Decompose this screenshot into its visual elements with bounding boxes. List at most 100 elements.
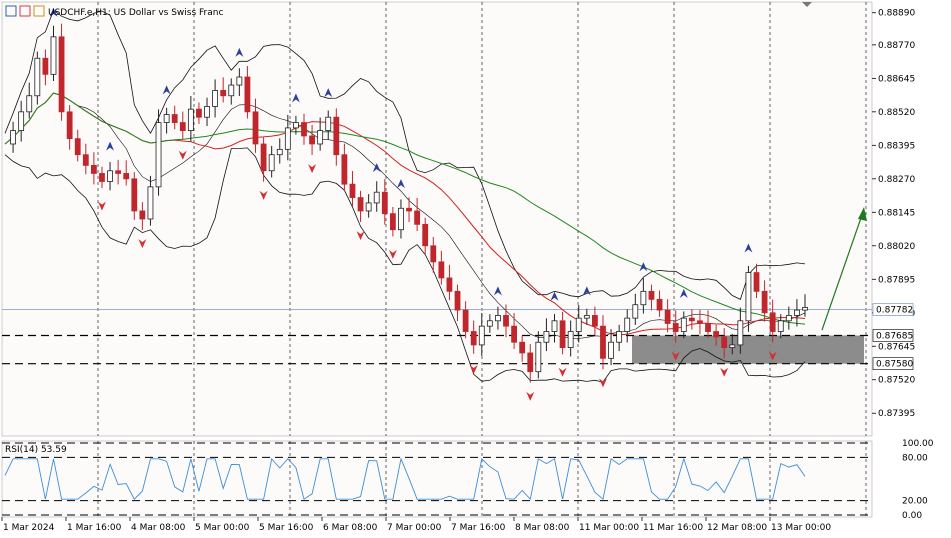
candle-body xyxy=(745,272,752,322)
candle-body xyxy=(632,304,639,319)
price-tick-label: 0.87895 xyxy=(878,275,915,285)
fractal-down-icon xyxy=(526,391,535,401)
candle-body xyxy=(260,143,267,172)
candle-body xyxy=(454,290,461,311)
rsi-line xyxy=(2,442,872,516)
time-tick-label: 1 Mar 2024 xyxy=(3,523,55,533)
rsi-title: RSI(14) 53.59 xyxy=(5,445,67,455)
candle-body xyxy=(575,317,582,332)
scroll-marker-icon[interactable] xyxy=(802,2,812,7)
candle-body xyxy=(42,57,49,75)
bollinger-upper xyxy=(4,9,806,300)
candle-body xyxy=(99,173,105,182)
candle-body xyxy=(616,331,623,343)
fractal-down-icon xyxy=(259,190,268,200)
candle-body xyxy=(341,154,348,185)
price-tick-label: 0.88145 xyxy=(878,208,915,218)
candle-body xyxy=(34,57,41,97)
rsi-tick-label: 100.00 xyxy=(902,439,934,449)
candle-body xyxy=(478,325,485,346)
candle-body xyxy=(656,298,663,311)
candle-body xyxy=(729,344,736,348)
candle-body xyxy=(769,312,776,332)
candle-body xyxy=(551,320,558,332)
candle-body xyxy=(559,320,566,348)
fractal-down-icon xyxy=(598,378,607,388)
candle-body xyxy=(381,191,388,215)
candle-body xyxy=(761,290,768,314)
candle-body xyxy=(196,108,202,118)
time-tick-label: 11 Mar 16:00 xyxy=(643,523,703,533)
fractal-down-icon xyxy=(558,367,567,377)
candle-body xyxy=(794,309,800,316)
price-tick-label: 0.88270 xyxy=(878,175,915,185)
candle-body xyxy=(600,325,606,359)
price-tick-label: 0.88520 xyxy=(878,108,915,118)
candle-body xyxy=(608,341,614,359)
candle-body xyxy=(511,325,517,343)
horizontal-levels xyxy=(2,309,872,365)
candle-body xyxy=(737,320,744,346)
rsi-series-line xyxy=(4,457,806,501)
candle-body xyxy=(430,245,437,263)
rsi-tick-label: 0.00 xyxy=(902,511,922,521)
candle-body xyxy=(204,106,210,118)
candle-body xyxy=(325,116,332,131)
candle-body xyxy=(171,114,178,123)
candle-body xyxy=(519,341,526,354)
candle-body xyxy=(155,122,162,188)
time-tick-label: 13 Mar 00:00 xyxy=(771,523,831,533)
symbol-icon xyxy=(33,5,45,17)
current-price-label: 0.87782 xyxy=(876,306,913,316)
moving-averages xyxy=(4,92,806,336)
fractal-up-icon xyxy=(639,262,648,272)
fractal-up-icon xyxy=(324,88,333,98)
time-tick-label: 5 Mar 16:00 xyxy=(259,523,314,533)
candle-body xyxy=(107,170,113,182)
candle-body xyxy=(680,317,687,332)
candle-body xyxy=(446,277,453,292)
fractal-up-icon xyxy=(49,7,58,17)
level-price-box xyxy=(872,357,914,370)
candle-body xyxy=(503,315,509,327)
terminal-icon xyxy=(5,5,17,17)
candle-body xyxy=(317,130,324,145)
fractal-up-icon xyxy=(550,291,559,301)
level-price-label: 0.87685 xyxy=(876,332,913,342)
candle-body xyxy=(398,207,404,231)
candle-body xyxy=(373,191,380,204)
candle-body xyxy=(535,341,542,373)
candle-body xyxy=(697,320,703,324)
candle-body xyxy=(583,315,590,319)
candle-body xyxy=(470,331,477,346)
candle-body xyxy=(624,317,631,332)
candle-body xyxy=(591,315,598,327)
candle-body xyxy=(139,210,146,220)
candle-body xyxy=(301,122,307,137)
fractal-up-icon xyxy=(396,179,405,189)
fractal-up-icon xyxy=(493,286,502,296)
fractal-up-icon xyxy=(291,93,300,103)
forecast-arrowhead-icon xyxy=(858,207,867,221)
candle-body xyxy=(66,111,73,140)
candle-body xyxy=(187,108,194,131)
level-price-box xyxy=(872,329,914,342)
price-tick-label: 0.88020 xyxy=(878,242,915,252)
time-tick-label: 7 Mar 00:00 xyxy=(387,523,442,533)
candle-body xyxy=(244,76,251,113)
candle-body xyxy=(220,90,227,97)
chart-title: USDCHF.e,H1: US Dollar vs Swiss Franc xyxy=(48,8,223,18)
rsi-tick-label: 20.00 xyxy=(902,497,928,507)
candle-body xyxy=(640,290,647,306)
candlesticks xyxy=(10,23,808,383)
bollinger-middle xyxy=(4,92,806,339)
candle-body xyxy=(389,213,396,231)
price-tick-label: 0.88645 xyxy=(878,74,915,84)
candle-body xyxy=(785,315,792,322)
candle-body xyxy=(567,331,574,348)
candle-body xyxy=(90,165,97,174)
price-tick-label: 0.88890 xyxy=(878,9,915,19)
candle-body xyxy=(721,336,728,348)
time-tick-label: 6 Mar 08:00 xyxy=(323,523,378,533)
fractal-up-icon xyxy=(679,289,688,299)
